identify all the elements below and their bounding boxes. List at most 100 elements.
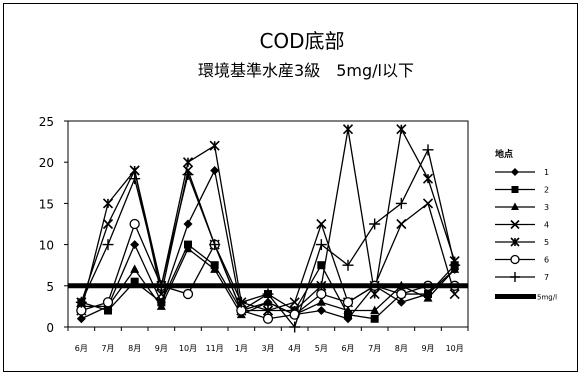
data-point <box>316 297 326 306</box>
legend-item: 1 <box>495 168 549 177</box>
data-point <box>130 240 140 250</box>
data-point <box>102 218 114 230</box>
x-axis: 6月 7月 8月 9月 10月 11月 1月 3月 4月 5月 6月 7月 8月 9月 10月 <box>67 327 469 353</box>
series-3 <box>76 243 460 319</box>
data-point <box>317 261 326 270</box>
data-point <box>262 313 274 324</box>
legend-title: 地点 <box>495 148 513 160</box>
data-point <box>422 198 434 209</box>
data-point <box>510 219 520 230</box>
y-tick-label: 15 <box>39 197 54 211</box>
x-tick-label: 3月 <box>261 344 274 353</box>
data-point <box>130 264 140 273</box>
legend-item: 5 <box>495 237 549 247</box>
x-tick-label: 9月 <box>155 344 168 353</box>
data-point <box>183 219 193 229</box>
legend-label: 2 <box>544 186 549 195</box>
data-point <box>75 296 87 308</box>
data-point <box>210 165 220 175</box>
data-point <box>449 288 460 300</box>
data-point <box>396 297 406 307</box>
legend-label: 4 <box>544 221 549 230</box>
data-point <box>316 306 326 316</box>
data-point <box>395 197 407 209</box>
data-point <box>422 144 434 156</box>
data-point <box>102 198 114 209</box>
x-tick-label: 5月 <box>315 344 328 353</box>
data-point <box>182 157 194 168</box>
data-point <box>129 173 141 185</box>
data-point <box>511 202 519 210</box>
data-point <box>104 306 112 315</box>
data-point <box>422 173 434 184</box>
data-point <box>183 243 193 253</box>
x-tick-label: 1月 <box>235 344 248 353</box>
x-tick-label: 10月 <box>179 344 197 353</box>
data-point <box>511 168 519 176</box>
x-tick-label: 8月 <box>128 344 141 353</box>
legend-label: 1 <box>544 168 549 177</box>
x-tick-label: 7月 <box>101 344 114 353</box>
legend-label: 5mg/l <box>537 294 557 302</box>
y-tick-label: 10 <box>39 239 54 253</box>
data-point <box>511 186 519 193</box>
x-tick-label: 6月 <box>75 344 88 353</box>
y-tick-label: 5 <box>46 280 54 294</box>
data-point <box>262 305 274 316</box>
data-point <box>343 305 353 315</box>
data-point <box>510 254 520 265</box>
data-point <box>130 277 139 286</box>
data-point <box>396 218 407 230</box>
x-tick-label: 10月 <box>446 344 464 353</box>
legend-item: 7 <box>495 272 549 282</box>
data-point <box>289 321 301 333</box>
y-tick-label: 0 <box>46 321 54 335</box>
chart-title: COD底部 <box>259 29 344 53</box>
data-point <box>182 169 194 181</box>
legend-item: 2 <box>495 186 549 195</box>
series-5 <box>76 124 460 316</box>
data-point <box>369 218 381 230</box>
data-point <box>396 124 407 135</box>
data-point <box>369 288 380 300</box>
legend-item: 4 <box>495 219 549 230</box>
legend-label: 3 <box>544 203 549 212</box>
y-tick-label: 25 <box>39 115 54 129</box>
data-point <box>342 297 354 308</box>
data-point <box>156 301 166 310</box>
legend-item: 6 <box>495 254 549 265</box>
data-point <box>342 259 354 271</box>
data-point <box>370 314 379 323</box>
data-point <box>209 239 221 251</box>
data-point <box>102 239 114 251</box>
data-point <box>289 297 300 308</box>
data-point <box>449 259 461 271</box>
data-point <box>263 297 273 306</box>
y-axis: 0 5 10 15 20 25 <box>39 115 68 335</box>
data-point <box>423 293 433 302</box>
x-tick-label: 4月 <box>288 344 301 353</box>
legend-label: 6 <box>544 256 549 265</box>
data-point <box>182 288 194 300</box>
x-tick-label: 7月 <box>368 344 381 353</box>
legend-item: 3 <box>495 202 549 212</box>
data-point <box>396 288 407 300</box>
x-tick-label: 8月 <box>395 344 408 353</box>
data-point <box>344 310 352 319</box>
data-point <box>129 218 140 230</box>
series-layer <box>75 124 461 333</box>
x-tick-label: 11月 <box>206 344 224 353</box>
y-tick-label: 20 <box>39 156 54 170</box>
data-point <box>510 237 520 247</box>
data-point <box>209 140 220 151</box>
data-point <box>316 288 327 300</box>
series-7 <box>75 144 461 333</box>
legend-label: 5 <box>544 238 549 247</box>
data-point <box>76 314 86 324</box>
data-point <box>235 296 247 308</box>
x-tick-label: 9月 <box>421 344 434 353</box>
data-point <box>156 288 167 300</box>
chart-frame: COD底部 環境基準水産3級 5mg/l以下 0 5 10 15 20 25 6月 7月 8月… <box>3 3 578 372</box>
data-point <box>316 218 327 230</box>
